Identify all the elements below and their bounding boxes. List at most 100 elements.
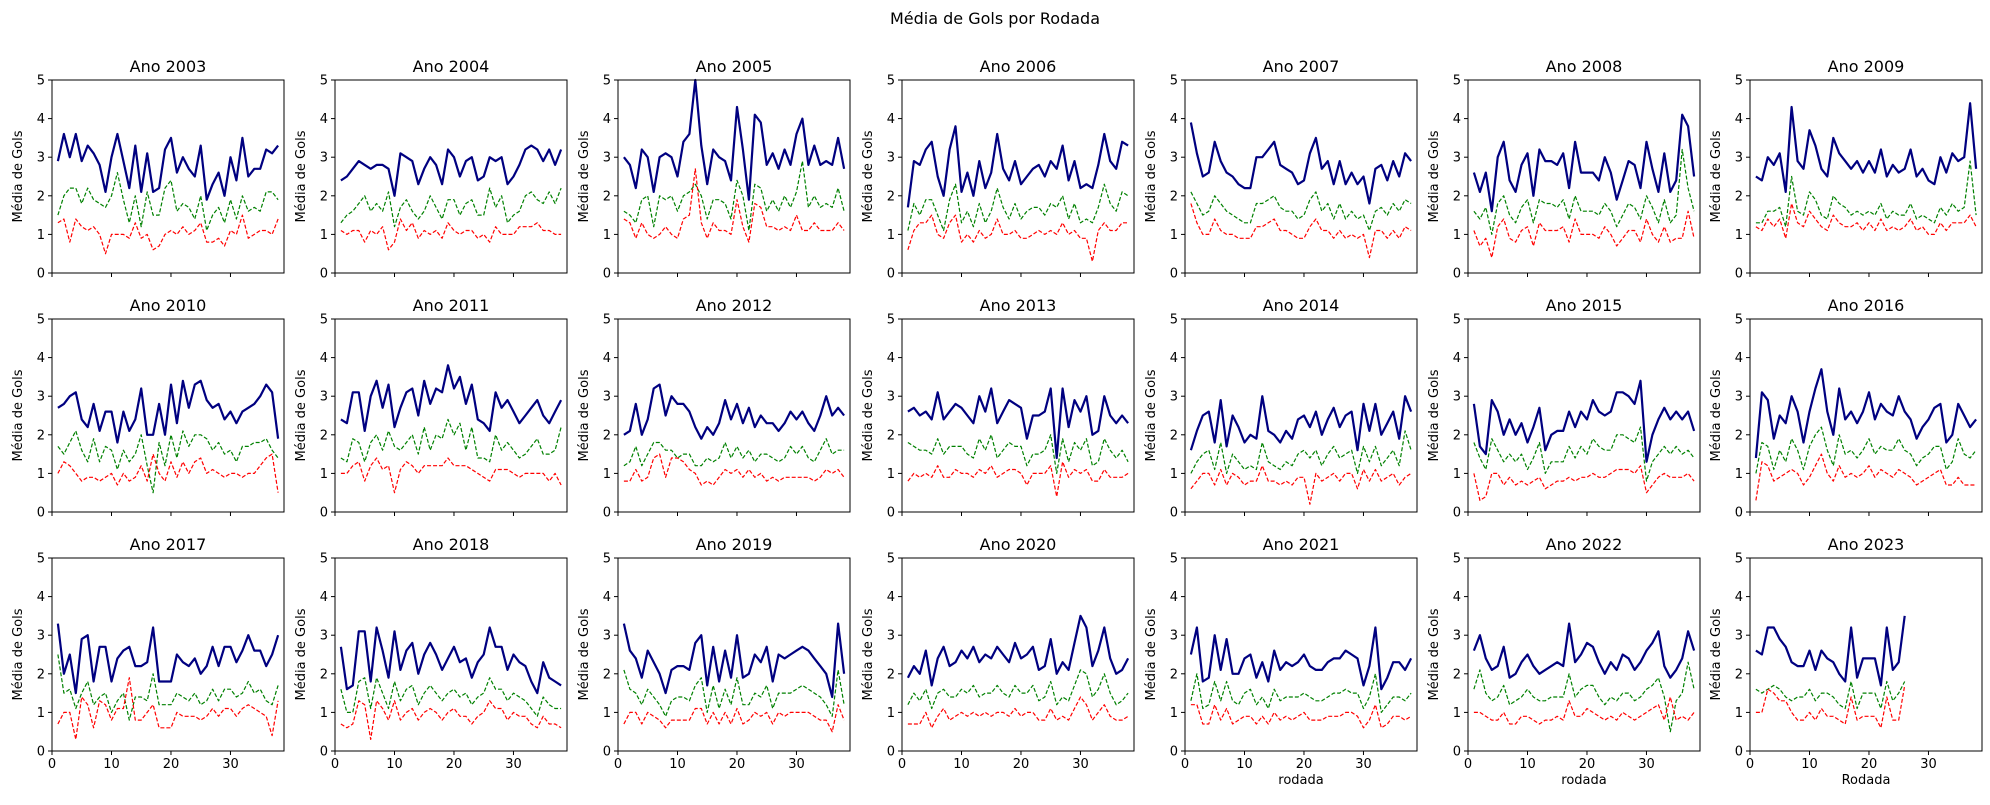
y-axis-label: Média de Gols: [1144, 130, 1159, 222]
y-tick-label: 3: [1453, 151, 1461, 166]
y-axis-label: Média de Gols: [1427, 130, 1442, 222]
y-tick-label: 0: [887, 745, 895, 760]
chart-panel: Ano 2017 0 1 2 3 4 5 0 10 20 30 Média de Gols: [11, 535, 285, 772]
y-tick-label: 4: [887, 112, 895, 127]
axes-frame: [334, 79, 568, 274]
series-line-total: [1189, 626, 1413, 691]
panel-title: Ano 2012: [696, 296, 773, 315]
y-axis-label: Média de Gols: [294, 608, 309, 700]
y-tick-label: 0: [603, 506, 611, 521]
panel-title: Ano 2015: [1546, 296, 1623, 315]
y-tick-label: 5: [887, 74, 895, 89]
y-tick-label: 0: [1170, 506, 1178, 521]
y-tick-label: 2: [37, 428, 45, 443]
series-line-away: [1190, 704, 1412, 729]
y-tick-label: 2: [1735, 428, 1743, 443]
y-tick-label: 0: [37, 506, 45, 521]
y-tick-label: 1: [603, 467, 611, 482]
series-line-away: [1473, 465, 1695, 501]
y-tick-label: 0: [603, 267, 611, 282]
y-tick-label: 1: [1170, 706, 1178, 721]
y-tick-label: 2: [37, 189, 45, 204]
series-line-total: [1755, 615, 1906, 687]
y-tick-label: 0: [1453, 267, 1461, 282]
series-line-home: [1190, 673, 1412, 714]
x-tick-label: 30: [1920, 757, 1937, 772]
panel-title: Ano 2004: [413, 57, 490, 76]
y-tick-label: 5: [1170, 313, 1178, 328]
y-tick-label: 2: [320, 428, 328, 443]
y-tick-label: 2: [1170, 428, 1178, 443]
y-tick-label: 4: [1735, 590, 1743, 605]
series-line-away: [1755, 685, 1906, 729]
chart-panel: Ano 2012 0 1 2 3 4 5 Média de Gols: [577, 296, 851, 521]
panel-title: Ano 2013: [980, 296, 1057, 315]
panel-title: Ano 2009: [1828, 57, 1905, 76]
chart-panel: Ano 2018 0 1 2 3 4 5 0 10 20 30 Média de Gols: [294, 535, 568, 772]
y-tick-label: 3: [1453, 629, 1461, 644]
y-tick-label: 3: [1170, 629, 1178, 644]
series-line-home: [1755, 426, 1977, 474]
y-tick-label: 4: [1735, 112, 1743, 127]
series-line-away: [623, 168, 845, 243]
y-tick-label: 1: [37, 228, 45, 243]
y-axis-label: Média de Gols: [577, 369, 592, 461]
series-line-home: [340, 677, 562, 717]
series-line-total: [1472, 113, 1696, 213]
y-tick-label: 3: [887, 151, 895, 166]
series-line-total: [623, 383, 845, 440]
y-axis-label: Média de Gols: [861, 608, 876, 700]
y-tick-label: 3: [320, 629, 328, 644]
x-tick-label: 10: [1519, 757, 1536, 772]
y-tick-label: 1: [320, 228, 328, 243]
axes-frame: [617, 557, 851, 752]
y-tick-label: 1: [1453, 706, 1461, 721]
x-tick-label: 0: [614, 757, 622, 772]
chart-panel: Ano 2019 0 1 2 3 4 5 0 10 20 30 Média de Gols: [577, 535, 851, 772]
series-line-home: [1755, 160, 1977, 228]
series-line-away: [340, 700, 562, 741]
panel-grid: Ano 2003 0 1 2 3 4 5 Média de Gols Ano 2004 0 1 2 3 4…: [11, 57, 1983, 788]
y-tick-label: 5: [1170, 74, 1178, 89]
x-tick-label: 20: [446, 757, 463, 772]
y-tick-label: 5: [1453, 74, 1461, 89]
x-tick-label: 30: [788, 757, 805, 772]
y-tick-label: 5: [1735, 552, 1743, 567]
figure-title: Média de Gols por Rodada: [890, 9, 1100, 28]
series-line-total: [1754, 368, 1977, 459]
y-tick-label: 4: [887, 590, 895, 605]
y-tick-label: 4: [320, 351, 328, 366]
y-tick-label: 3: [603, 390, 611, 405]
y-tick-label: 0: [1735, 745, 1743, 760]
x-tick-label: 0: [1464, 757, 1472, 772]
y-tick-label: 1: [1170, 467, 1178, 482]
y-tick-label: 5: [887, 313, 895, 328]
y-axis-label: Média de Gols: [1427, 608, 1442, 700]
y-tick-label: 0: [1453, 506, 1461, 521]
y-tick-label: 2: [1170, 667, 1178, 682]
y-tick-label: 5: [1453, 552, 1461, 567]
series-line-total: [339, 626, 562, 695]
series-line-home: [1473, 148, 1695, 235]
axes-frame: [51, 79, 285, 274]
y-tick-label: 5: [603, 74, 611, 89]
y-tick-label: 3: [1735, 151, 1743, 166]
y-tick-label: 4: [1453, 112, 1461, 127]
series-line-away: [907, 461, 1129, 498]
y-tick-label: 2: [37, 667, 45, 682]
series-line-total: [56, 132, 279, 201]
y-tick-label: 4: [320, 590, 328, 605]
panel-title: Ano 2023: [1828, 535, 1905, 554]
chart-panel: Ano 2007 0 1 2 3 4 5 Média de Gols: [1144, 57, 1418, 282]
y-axis-label: Média de Gols: [1144, 608, 1159, 700]
series-line-home: [907, 183, 1129, 232]
series-line-home: [1755, 680, 1906, 710]
x-tick-label: 30: [1638, 757, 1655, 772]
chart-panel: Ano 2005 0 1 2 3 4 5 Média de Gols: [577, 57, 851, 282]
x-tick-label: 0: [1746, 757, 1754, 772]
panel-title: Ano 2006: [980, 57, 1057, 76]
series-line-total: [340, 144, 563, 197]
x-tick-label: 10: [1801, 757, 1818, 772]
y-axis-label: Média de Gols: [1427, 369, 1442, 461]
x-axis-label: rodada: [1561, 773, 1606, 788]
